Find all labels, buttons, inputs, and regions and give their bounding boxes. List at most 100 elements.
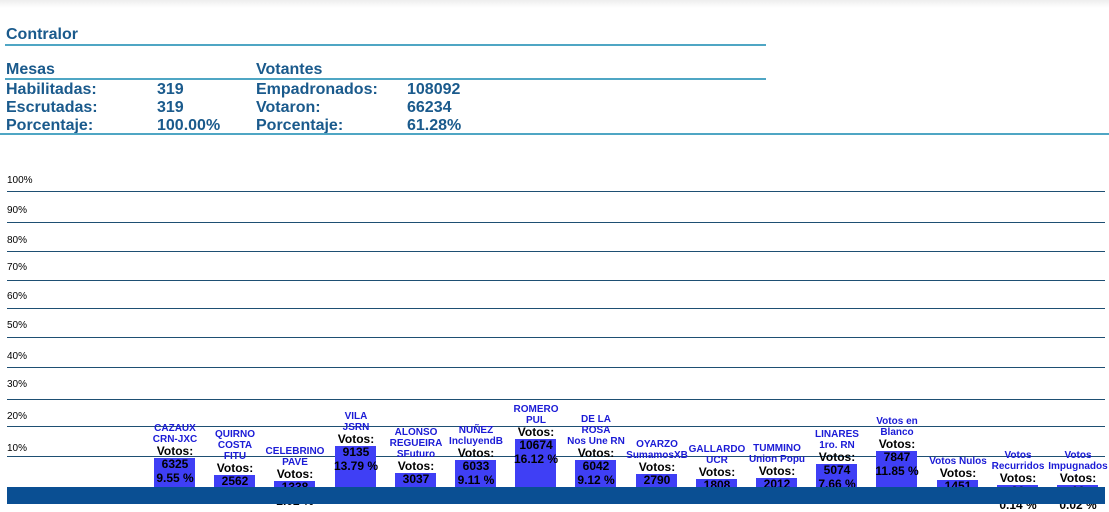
- votes-key: Votos:: [1059, 471, 1097, 485]
- candidate-name: Nos Une RN: [567, 436, 625, 447]
- candidate-name: CELEBRINO: [265, 446, 325, 457]
- chart-baseline: [7, 487, 1105, 504]
- votantes-empadronados-label: Empadronados:: [256, 81, 378, 98]
- candidate-name: ROSA: [581, 425, 611, 436]
- votes-value: 6325: [161, 457, 189, 471]
- candidate-name: SFuturo: [396, 449, 436, 460]
- gridline: [7, 191, 1105, 192]
- percent-label: 11.85 %: [875, 464, 919, 478]
- votes-value: 9135: [342, 445, 370, 459]
- bar: [515, 439, 556, 487]
- y-tick-label: 40%: [7, 351, 28, 362]
- gridline: [7, 367, 1105, 368]
- candidate-name: LINARES: [815, 429, 859, 440]
- mesas-porcentaje-label: Porcentaje:: [6, 117, 94, 134]
- bar: [997, 485, 1038, 487]
- header-bottom-divider: [0, 133, 1109, 135]
- percent-label: 9.11 %: [457, 473, 495, 487]
- gridline: [7, 456, 1105, 457]
- heading-divider: [5, 78, 766, 80]
- candidate-name: COSTA: [217, 440, 253, 451]
- candidate-name: Votos en: [876, 416, 918, 427]
- bar: [1057, 485, 1098, 487]
- votes-value: 2562: [221, 474, 249, 488]
- mesas-porcentaje-value: 100.00%: [157, 117, 221, 134]
- candidate-name: QUIRNO: [215, 429, 255, 440]
- candidate-name: CAZAUX: [154, 423, 196, 434]
- votes-key: Votos:: [638, 460, 676, 474]
- candidate-name: Votos: [1064, 450, 1092, 461]
- candidate-name: Votos: [1004, 450, 1032, 461]
- percent-label: 9.55 %: [156, 471, 194, 485]
- votes-key: Votos:: [698, 465, 736, 479]
- mesas-escrutadas-label: Escrutadas:: [6, 99, 98, 116]
- title-divider: [5, 44, 766, 46]
- y-tick-label: 50%: [7, 320, 28, 331]
- bar: [395, 473, 436, 487]
- votes-value: 3037: [402, 472, 430, 486]
- bar: [696, 479, 737, 487]
- votes-key: Votos:: [758, 464, 796, 478]
- gridline: [7, 308, 1105, 309]
- votes-key: Votos:: [999, 471, 1037, 485]
- votes-key: Votos:: [577, 446, 615, 460]
- bar: [575, 460, 616, 487]
- bar: [214, 475, 255, 487]
- y-tick-label: 80%: [7, 235, 28, 246]
- y-tick-label: 60%: [7, 291, 28, 302]
- votantes-votaron-value: 66234: [407, 99, 452, 116]
- y-tick-label: 30%: [7, 379, 28, 390]
- candidate-name: Votos Nulos: [929, 456, 987, 467]
- candidate-name: TUMMINO: [753, 443, 801, 454]
- votantes-empadronados-value: 108092: [407, 81, 461, 98]
- mesas-habilitadas-label: Habilitadas:: [6, 81, 97, 98]
- gridline: [7, 280, 1105, 281]
- votes-key: Votos:: [517, 425, 555, 439]
- votantes-porcentaje-label: Porcentaje:: [256, 117, 344, 134]
- candidate-name: ROMERO: [513, 404, 559, 415]
- candidate-name: Recurridos: [991, 461, 1045, 472]
- candidate-name: DE LA: [581, 414, 611, 425]
- candidate-name: Blanco: [880, 427, 914, 438]
- candidate-name: NUÑEZ: [458, 425, 494, 436]
- votantes-votaron-label: Votaron:: [256, 99, 321, 116]
- bar: [636, 474, 677, 487]
- votes-key: Votos:: [216, 461, 254, 475]
- y-tick-label: 20%: [7, 411, 28, 422]
- votes-key: Votos:: [457, 446, 495, 460]
- mesas-heading: Mesas: [6, 61, 55, 78]
- gridline: [7, 251, 1105, 252]
- percent-label: 13.79 %: [333, 459, 379, 473]
- bar-label: DE LA ROSA Nos Une RN Votos: 6042 9.12 %: [555, 414, 637, 487]
- bar: [937, 480, 978, 487]
- percent-label: 16.12 %: [513, 452, 559, 466]
- candidate-name: 1ro. RN: [819, 440, 855, 451]
- percent-label: 9.12 %: [577, 473, 615, 487]
- candidate-name: IncluyendB: [449, 436, 503, 447]
- candidate-name: PAVE: [282, 457, 308, 468]
- candidate-name: GALLARDO: [688, 444, 746, 455]
- votes-key: Votos:: [397, 459, 435, 473]
- votes-key: Votos:: [878, 437, 916, 451]
- y-tick-label: 90%: [7, 205, 28, 216]
- votes-key: Votos:: [337, 432, 375, 446]
- votantes-porcentaje-value: 61.28%: [407, 117, 462, 134]
- votes-value: 10674: [519, 438, 553, 452]
- candidate-name: REGUEIRA: [389, 438, 443, 449]
- bar: [455, 460, 496, 487]
- votantes-heading: Votantes: [256, 61, 323, 78]
- y-tick-label: 100%: [7, 175, 33, 186]
- bar-label: NUÑEZ IncluyendB Votos: 6033 9.11 %: [435, 425, 517, 487]
- gridline: [7, 337, 1105, 338]
- y-tick-label: 70%: [7, 262, 28, 273]
- votes-key: Votos:: [939, 466, 977, 480]
- votes-value: 6033: [462, 459, 490, 473]
- bar-label: Votos en Blanco Votos: 7847 11.85 %: [856, 416, 938, 478]
- mesas-escrutadas-value: 319: [157, 99, 184, 116]
- page-title: Contralor: [6, 26, 78, 43]
- bar-label: CAZAUX CRN-JXC Votos: 6325 9.55 %: [134, 423, 216, 485]
- gridline: [7, 399, 1105, 400]
- votes-key: Votos:: [156, 444, 194, 458]
- bar: [876, 451, 917, 487]
- candidate-name: FITU: [223, 451, 247, 462]
